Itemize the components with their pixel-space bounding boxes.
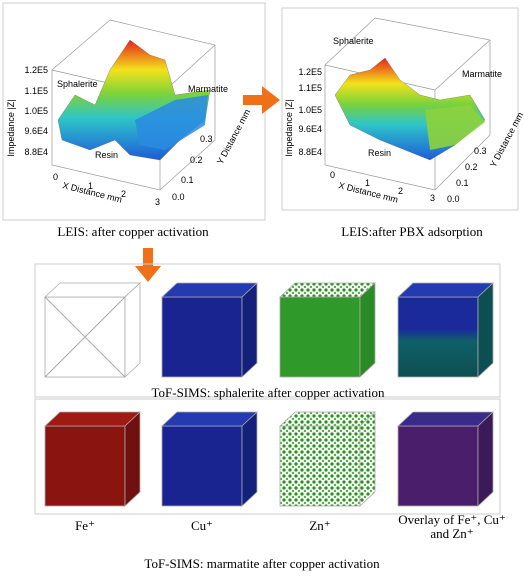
z-tick-label: 9.6E4 xyxy=(24,126,48,136)
cube-face xyxy=(397,425,479,507)
panel-frame xyxy=(34,398,501,515)
x-tick-label: 0 xyxy=(330,170,335,180)
cube-label: Fe⁺ xyxy=(75,518,95,533)
annotation: Marmatite xyxy=(462,69,502,79)
z-tick-label: 1.1E5 xyxy=(24,86,48,96)
annotation: Sphalerite xyxy=(333,36,374,46)
surface xyxy=(425,105,485,150)
cube-side xyxy=(359,282,376,378)
y-axis-label: Y Distance mm xyxy=(215,108,252,166)
z-tick-label: 8.8E4 xyxy=(298,147,322,157)
x-tick-label: 2 xyxy=(121,189,126,199)
z-tick-label: 9.6E4 xyxy=(298,124,322,134)
x-tick-label: 0 xyxy=(53,172,58,182)
cube-top xyxy=(43,411,142,427)
y-tick-label: 0.3 xyxy=(474,146,487,156)
annotation: Resin xyxy=(95,150,118,160)
cube-label: Overlay of Fe⁺, Cu⁺ xyxy=(398,512,506,527)
x-tick-label: 3 xyxy=(155,197,160,207)
caption: ToF-SIMS: sphalerite after copper activa… xyxy=(151,385,385,400)
cube-face xyxy=(44,425,126,507)
cube-face xyxy=(279,296,361,378)
caption: LEIS:after PBX adsorption xyxy=(341,224,483,239)
panel-frame xyxy=(281,7,519,211)
z-axis-label: Impedance |Z| xyxy=(6,99,16,156)
z-tick-label: 1.0E5 xyxy=(24,106,48,116)
cube-top xyxy=(43,282,142,298)
z-tick-label: 1.0E5 xyxy=(298,105,322,115)
z-tick-label: 1.1E5 xyxy=(298,83,322,93)
z-axis-label: Impedance |Z| xyxy=(284,99,294,156)
y-axis-label: Y Distance mm xyxy=(488,111,525,169)
x-tick-label: 1 xyxy=(88,181,93,191)
z-tick-label: 1.2E5 xyxy=(298,67,322,77)
y-tick-label: 0.1 xyxy=(456,178,469,188)
cube-label: and Zn⁺ xyxy=(430,526,473,541)
cube-top xyxy=(160,411,259,427)
y-tick-label: 0.1 xyxy=(181,175,194,185)
cube-edge xyxy=(44,296,126,378)
x-tick-label: 1 xyxy=(365,178,370,188)
arrow xyxy=(243,86,280,114)
cube-side xyxy=(241,411,258,507)
cube-side xyxy=(477,411,494,507)
cube-side xyxy=(124,411,141,507)
surface xyxy=(135,95,208,150)
z-tick-label: 8.8E4 xyxy=(24,147,48,157)
cube-side xyxy=(124,282,141,378)
cube-label: Cu⁺ xyxy=(191,518,213,533)
panel-frame xyxy=(34,263,501,398)
annotation: Resin xyxy=(368,148,391,158)
cube-label: Zn⁺ xyxy=(309,518,330,533)
x-tick-label: 3 xyxy=(430,193,435,203)
cube-side xyxy=(359,411,376,507)
cube-top xyxy=(160,282,259,298)
caption: LEIS: after copper activation xyxy=(57,224,209,239)
cube-face xyxy=(161,425,243,507)
cube-face xyxy=(161,296,243,378)
cube-side xyxy=(241,282,258,378)
cube-face xyxy=(279,425,361,507)
cube-top xyxy=(396,282,495,298)
x-tick-label: 2 xyxy=(398,186,403,196)
z-tick-label: 1.2E5 xyxy=(24,65,48,75)
annotation: Sphalerite xyxy=(57,79,98,89)
caption: ToF-SIMS: marmatite after copper activat… xyxy=(144,556,380,571)
cube-top xyxy=(278,282,377,298)
y-tick-label: 0.3 xyxy=(200,134,213,144)
y-tick-label: 0.2 xyxy=(465,162,478,172)
y-tick-label: 0.0 xyxy=(447,194,460,204)
cube-side xyxy=(477,282,494,378)
annotation: Marmatite xyxy=(188,84,228,94)
cube-top xyxy=(396,411,495,427)
cube-face xyxy=(397,296,479,378)
cube-top xyxy=(278,411,377,427)
arrow xyxy=(135,248,161,282)
y-tick-label: 0.0 xyxy=(172,192,185,202)
y-tick-label: 0.2 xyxy=(190,155,203,165)
